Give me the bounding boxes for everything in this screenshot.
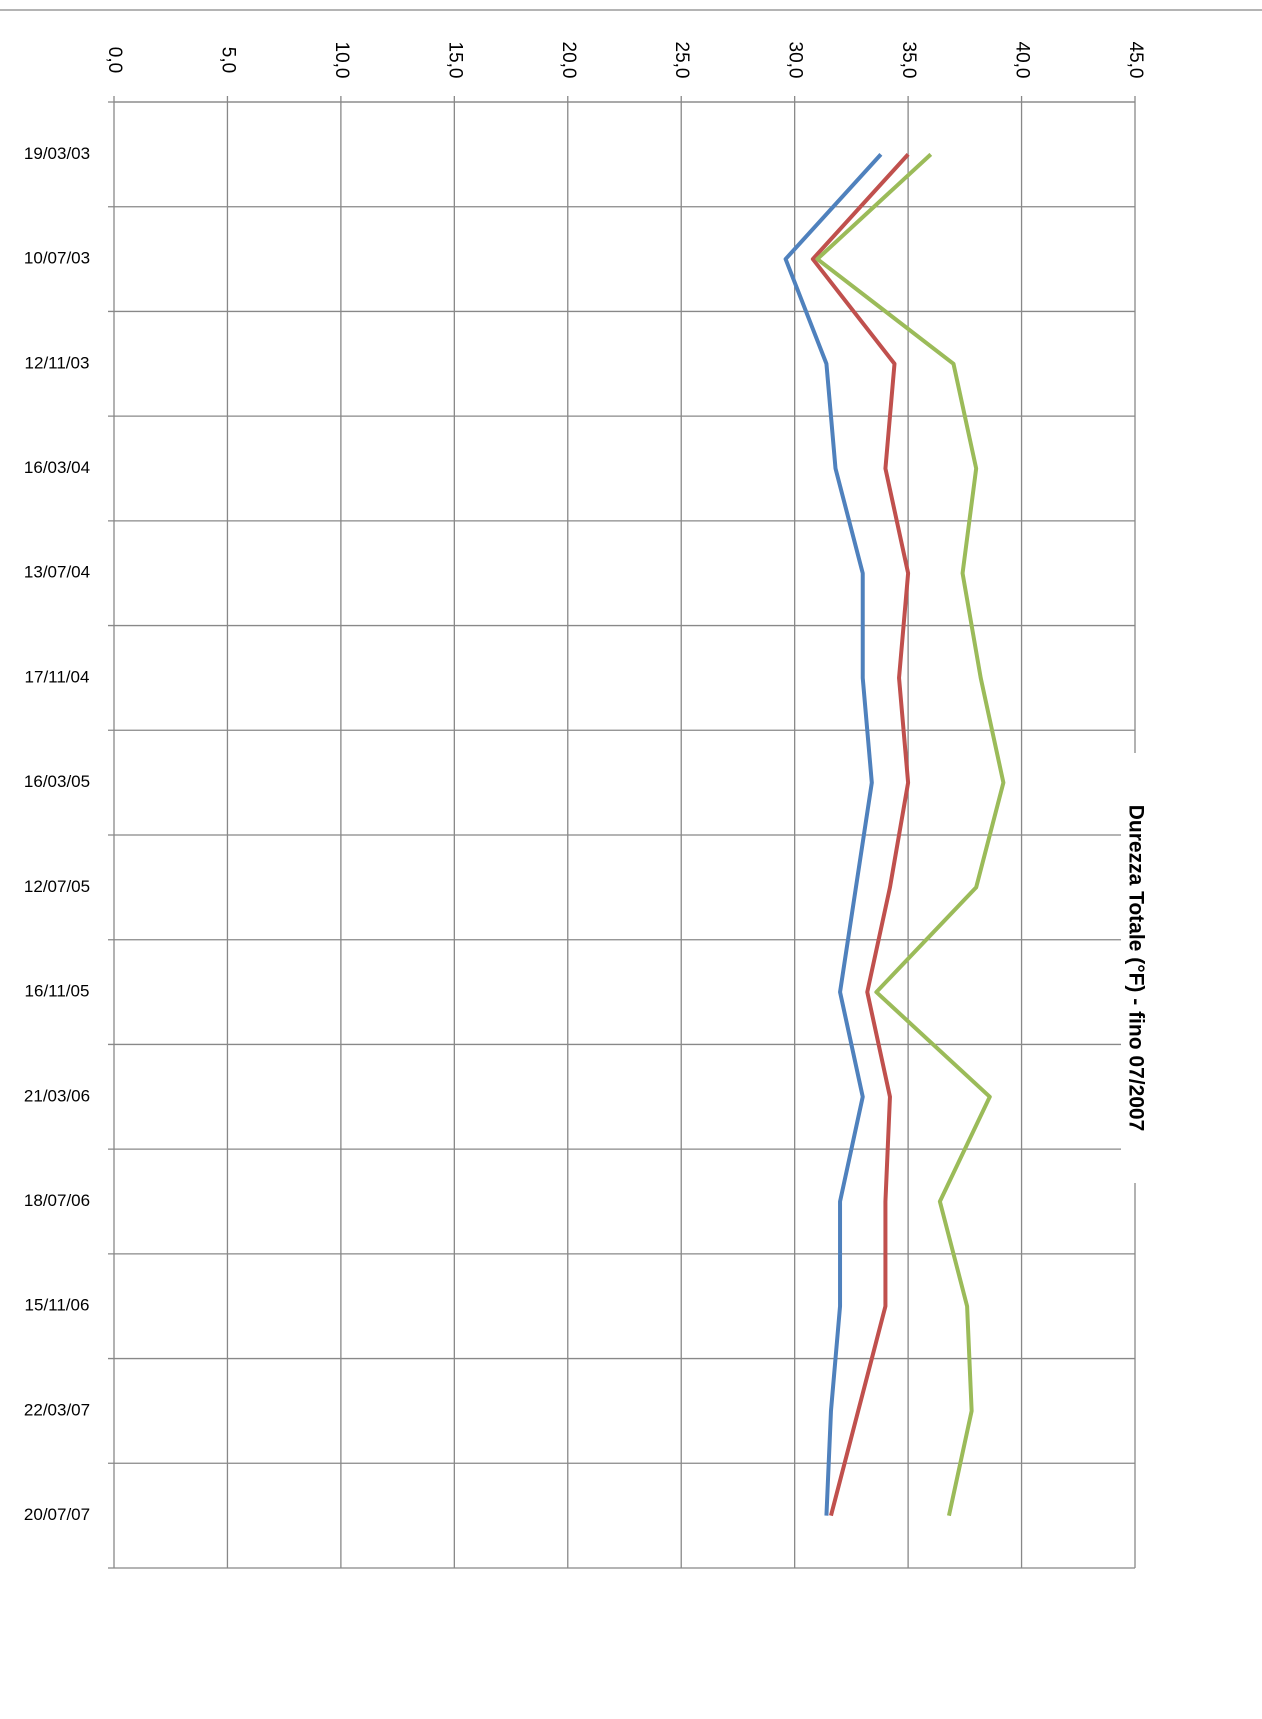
series-line — [815, 152, 1006, 1517]
y-tick-label: 16/03/04 — [24, 458, 90, 477]
x-tick-label: 20,0 — [558, 42, 579, 79]
y-tick-label: 12/11/03 — [25, 353, 90, 372]
y-tick-label: 20/07/07 — [24, 1505, 90, 1524]
y-tick-label: 22/03/07 — [24, 1400, 90, 1419]
x-tick-label: 35,0 — [898, 42, 919, 79]
series-line — [810, 153, 911, 1517]
y-tick-label: 10/07/03 — [24, 249, 90, 268]
x-tick-label: 25,0 — [671, 42, 692, 79]
x-tick-label: 0,0 — [104, 47, 125, 73]
x-tick-label: 40,0 — [1012, 42, 1033, 79]
title-gap — [1121, 753, 1149, 1183]
y-tick-label: 17/11/04 — [25, 667, 90, 686]
series-line — [783, 153, 883, 1516]
y-tick-label: 19/03/03 — [24, 144, 90, 163]
y-tick-label: 16/11/05 — [25, 982, 90, 1001]
y-tick-label: 12/07/05 — [24, 877, 90, 896]
x-tick-label: 10,0 — [331, 42, 352, 79]
x-tick-label: 15,0 — [444, 42, 465, 79]
y-tick-label: 13/07/04 — [24, 563, 90, 582]
y-tick-label: 18/07/06 — [24, 1191, 90, 1210]
y-tick-label: 15/11/06 — [25, 1296, 90, 1315]
y-tick-label: 21/03/06 — [24, 1086, 90, 1105]
chart-title: Durezza Totale (°F) - fino 07/2007 — [1124, 805, 1147, 1132]
x-tick-label: 30,0 — [785, 42, 806, 79]
x-tick-label: 5,0 — [217, 47, 238, 73]
x-tick-label: 45,0 — [1125, 42, 1146, 79]
y-tick-label: 16/03/05 — [24, 772, 90, 791]
